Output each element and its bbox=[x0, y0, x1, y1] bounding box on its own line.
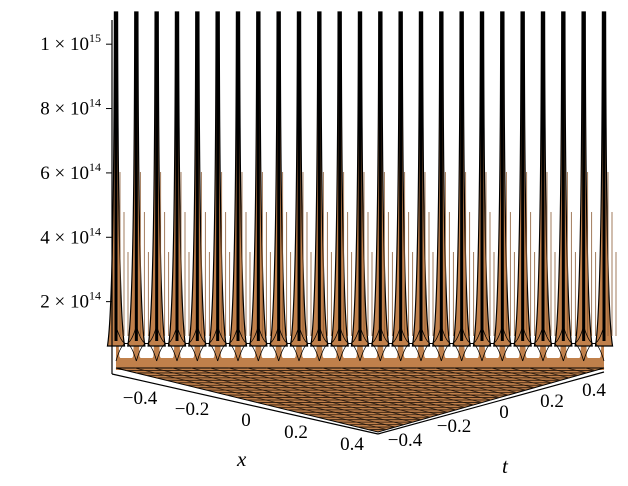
x-axis-ticks: −0.4 −0.2 0 0.2 0.4 bbox=[123, 388, 365, 455]
wall-mesh bbox=[318, 343, 341, 362]
wall-mesh bbox=[379, 343, 402, 362]
x-tick-label: −0.4 bbox=[123, 388, 158, 409]
z-tick-label: 1 × 1015 bbox=[40, 31, 101, 55]
floor-grid bbox=[209, 367, 422, 421]
floor-grid bbox=[322, 367, 474, 406]
x-tick-label: 0.4 bbox=[340, 434, 364, 455]
floor-grid bbox=[434, 367, 526, 391]
floor-grid bbox=[416, 367, 518, 394]
x-tick-label: −0.2 bbox=[175, 399, 209, 420]
wall-mesh bbox=[217, 343, 239, 362]
t-tick-label: 0.2 bbox=[540, 391, 564, 412]
wall-mesh bbox=[298, 343, 320, 362]
x-axis-label: x bbox=[236, 447, 247, 471]
t-tick-label: −0.2 bbox=[437, 416, 471, 437]
wall-mesh bbox=[542, 343, 564, 362]
t-tick-label: 0.4 bbox=[582, 380, 606, 401]
t-axis-line bbox=[377, 371, 605, 435]
z-tick-label: 2 × 1014 bbox=[40, 289, 101, 313]
floor-grid bbox=[510, 367, 561, 381]
wall-mesh bbox=[562, 343, 585, 362]
wall-mesh bbox=[135, 343, 158, 362]
t-axis-label: t bbox=[502, 454, 509, 478]
floor-grid bbox=[247, 367, 439, 416]
z-tick-label: 6 × 1014 bbox=[40, 160, 101, 184]
wall-mesh bbox=[257, 343, 280, 362]
floor-grid bbox=[491, 367, 552, 384]
wall-mesh bbox=[176, 343, 198, 362]
x-tick-label: 0.2 bbox=[284, 422, 308, 443]
x-tick-label: 0 bbox=[241, 410, 251, 431]
floor-grid bbox=[547, 367, 579, 376]
floor-grid bbox=[303, 367, 466, 408]
floor-grid bbox=[566, 367, 587, 374]
floor-grid bbox=[378, 367, 500, 398]
wall-mesh bbox=[420, 343, 442, 362]
floor-mesh bbox=[115, 367, 605, 433]
surface bbox=[106, 10, 617, 370]
wall-mesh bbox=[522, 343, 544, 362]
floor-grid bbox=[172, 367, 405, 426]
z-tick-label: 4 × 1014 bbox=[40, 224, 101, 248]
wall-mesh bbox=[156, 343, 178, 362]
wall-mesh bbox=[359, 343, 381, 362]
wall-mesh bbox=[461, 343, 483, 362]
floor-grid bbox=[359, 367, 492, 401]
wall-mesh bbox=[440, 343, 463, 362]
z-axis-ticks: 2 × 1014 4 × 1014 6 × 1014 8 × 1014 1 × 1015 bbox=[40, 31, 112, 313]
t-axis-ticks: −0.4 −0.2 0 0.2 0.4 bbox=[388, 380, 607, 451]
wall-mesh bbox=[400, 343, 422, 362]
floor-grid bbox=[585, 367, 596, 371]
wall-mesh bbox=[339, 343, 361, 362]
z-tick-label: 8 × 1014 bbox=[40, 96, 101, 120]
t-tick-label: 0 bbox=[499, 402, 509, 423]
wall-mesh bbox=[237, 343, 259, 362]
x-axis-line bbox=[111, 373, 379, 435]
wall-mesh bbox=[278, 343, 300, 362]
wall-mesh bbox=[583, 343, 605, 362]
wall-mesh bbox=[501, 343, 524, 362]
wall-mesh bbox=[115, 343, 137, 362]
floor-grid bbox=[341, 367, 483, 403]
wall-mesh bbox=[481, 343, 503, 362]
wall-mesh bbox=[196, 343, 219, 362]
floor-grid bbox=[528, 367, 570, 379]
floor-grid bbox=[397, 367, 509, 396]
floor-grid bbox=[472, 367, 544, 386]
floor-grid bbox=[453, 367, 535, 389]
floor-grid bbox=[284, 367, 457, 411]
axes bbox=[111, 20, 605, 435]
t-tick-label: −0.4 bbox=[388, 430, 423, 451]
floor-grid bbox=[134, 367, 387, 430]
